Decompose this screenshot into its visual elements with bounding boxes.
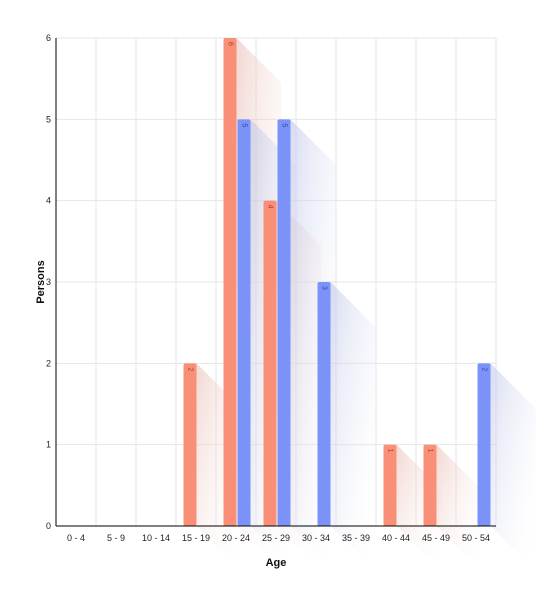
x-tick-label: 30 - 34 [302,533,330,543]
x-tick-label: 10 - 14 [142,533,170,543]
x-tick-label: 35 - 39 [342,533,370,543]
bar [423,444,437,526]
x-tick-label: 25 - 29 [262,533,290,543]
bar-value-label: 2 [481,367,488,371]
x-tick-label: 20 - 24 [222,533,250,543]
bar-value-label: 5 [241,123,248,127]
y-tick-label: 3 [46,277,51,287]
y-tick-label: 5 [46,114,51,124]
y-axis-title: Persons [35,260,47,303]
x-tick-label: 0 - 4 [67,533,85,543]
bar [477,363,491,526]
x-tick-label: 5 - 9 [107,533,125,543]
bar-value-label: 5 [281,123,288,127]
x-tick-label: 40 - 44 [382,533,410,543]
axes [55,38,496,527]
bars: 2 6 4 1 1 5 5 3 2 [183,38,491,526]
bar [183,363,197,526]
bar-shadow [490,363,536,571]
y-tick-label: 2 [46,358,51,368]
bar-value-label: 6 [227,42,234,46]
bar [263,200,277,526]
x-tick-label: 45 - 49 [422,533,450,543]
bar-value-label: 3 [321,286,328,290]
bar-value-label: 1 [427,449,434,453]
bar-value-label: 1 [387,449,394,453]
y-tick-label: 1 [46,440,51,450]
bar [317,282,331,526]
bar [223,38,237,526]
bar [237,119,251,526]
bar-shadow [396,444,442,571]
bar-value-label: 4 [267,205,274,209]
x-axis-title: Age [266,557,287,569]
bar-shadow [436,444,482,571]
bar-shadow [330,282,376,571]
bar [383,444,397,526]
x-tick-label: 50 - 54 [462,533,490,543]
y-tick-label: 4 [46,196,51,206]
x-tick-label: 15 - 19 [182,533,210,543]
y-tick-label: 0 [46,521,51,531]
bar-value-label: 2 [187,367,194,371]
y-tick-label: 6 [46,33,51,43]
bar [277,119,291,526]
